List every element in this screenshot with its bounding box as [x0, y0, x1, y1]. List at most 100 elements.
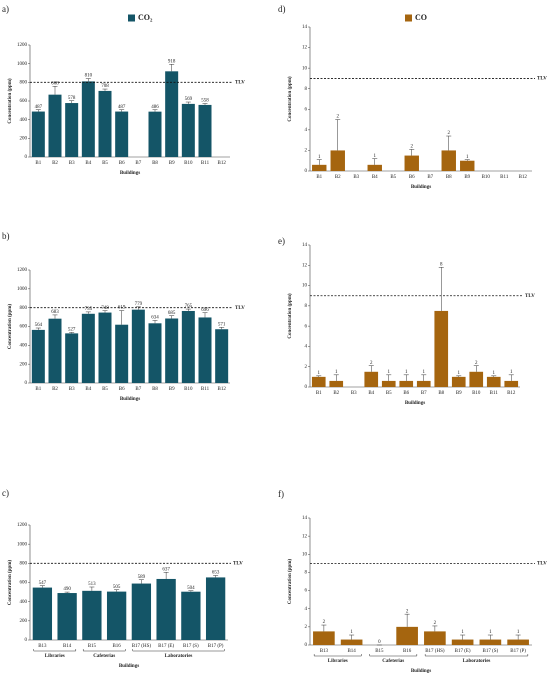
- x-tick-label: B1: [35, 387, 41, 392]
- bar: [81, 81, 95, 157]
- y-tick-label: 8: [305, 304, 308, 309]
- value-label: 708: [101, 84, 109, 89]
- value-label: 1: [318, 371, 321, 376]
- panel-label: b): [2, 231, 10, 241]
- x-tick-label: B7: [421, 391, 427, 396]
- x-tick-label: B3: [353, 175, 359, 180]
- x-tick-label: B4: [85, 161, 91, 166]
- y-axis-title: Concentration (ppm): [8, 304, 13, 349]
- y-tick-label: 2: [305, 365, 308, 370]
- value-label: 1: [423, 370, 426, 375]
- legend-label: CO: [415, 13, 427, 22]
- value-label: 8: [440, 262, 443, 267]
- y-tick-label: 1200: [17, 268, 28, 273]
- y-tick-label: 14: [302, 25, 308, 30]
- y-tick-label: 0: [25, 155, 28, 160]
- x-tick-label: B1: [35, 161, 41, 166]
- y-tick-label: 1000: [17, 62, 28, 67]
- bar: [82, 590, 102, 640]
- x-tick-label: B10: [184, 387, 193, 392]
- value-label: 0: [378, 640, 381, 645]
- x-tick-label: B4: [372, 175, 378, 180]
- bar: [198, 104, 212, 157]
- bar: [181, 103, 195, 157]
- bar: [312, 164, 327, 171]
- x-tick-label: B17 (HS): [425, 649, 445, 654]
- x-tick-label: B14: [63, 644, 72, 649]
- bar: [396, 626, 418, 645]
- x-tick-label: B12: [217, 161, 226, 166]
- bar: [31, 111, 45, 157]
- reference-label: TLV: [235, 80, 245, 85]
- value-label: 527: [68, 328, 76, 333]
- x-tick-label: B9: [169, 387, 175, 392]
- value-label: 2: [370, 361, 373, 366]
- bar: [31, 329, 45, 383]
- x-axis-title: Buildings: [120, 171, 140, 176]
- bar: [115, 324, 129, 383]
- y-tick-label: 4: [305, 607, 308, 612]
- value-label: 490: [63, 587, 71, 592]
- legend-swatch: [405, 14, 412, 22]
- x-tick-label: B2: [333, 391, 339, 396]
- x-tick-label: B8: [446, 175, 452, 180]
- group-label: Cafeterias: [382, 659, 404, 664]
- y-tick-label: 400: [20, 600, 28, 605]
- value-label: 1: [461, 630, 464, 635]
- x-tick-label: B7: [135, 161, 141, 166]
- x-tick-label: B13: [320, 649, 329, 654]
- x-tick-label: B14: [347, 649, 356, 654]
- value-label: 1: [374, 154, 377, 159]
- bar: [330, 150, 345, 171]
- x-tick-label: B8: [152, 387, 158, 392]
- x-tick-label: B3: [351, 391, 357, 396]
- value-label: 765: [185, 304, 193, 309]
- group-bracket: [313, 654, 362, 657]
- x-tick-label: B8: [152, 161, 158, 166]
- x-tick-label: B10: [184, 161, 193, 166]
- value-label: 513: [88, 582, 96, 587]
- x-tick-label: B17 (S): [183, 644, 199, 649]
- bar: [486, 376, 501, 387]
- value-label: 748: [101, 306, 109, 311]
- x-tick-label: B10: [482, 175, 491, 180]
- bar: [65, 333, 79, 383]
- value-label: 2: [406, 609, 409, 614]
- value-label: 1: [388, 370, 391, 375]
- y-tick-label: 10: [302, 552, 308, 557]
- y-tick-label: 2: [305, 149, 308, 154]
- bar: [424, 631, 446, 645]
- x-tick-label: B3: [69, 161, 75, 166]
- value-label: 619: [118, 306, 126, 311]
- y-axis-title: Concentration (ppm): [288, 76, 293, 121]
- x-tick-label: B7: [427, 175, 433, 180]
- value-label: 578: [68, 96, 76, 101]
- y-tick-label: 2: [305, 625, 308, 630]
- x-tick-label: B4: [85, 387, 91, 392]
- x-tick-label: B3: [69, 387, 75, 392]
- value-label: 1: [350, 630, 353, 635]
- group-label: Laboratories: [165, 654, 193, 659]
- y-tick-label: 4: [305, 128, 308, 133]
- x-tick-label: B2: [335, 175, 341, 180]
- bar: [131, 583, 152, 640]
- bar: [165, 318, 179, 383]
- bar: [399, 380, 414, 387]
- value-label: 569: [185, 97, 193, 102]
- x-tick-label: B15: [375, 649, 384, 654]
- bar: [57, 593, 77, 640]
- legend-label: CO₂: [138, 13, 153, 22]
- x-axis-title: Buildings: [120, 397, 140, 402]
- y-axis-title: Concentration (ppm): [288, 293, 293, 338]
- y-tick-label: 1200: [17, 523, 28, 528]
- bar: [48, 318, 62, 383]
- value-label: 2: [475, 361, 478, 366]
- value-label: 487: [118, 105, 126, 110]
- x-tick-label: B6: [409, 175, 415, 180]
- y-tick-label: 6: [305, 589, 308, 594]
- x-axis-title: Buildings: [119, 664, 139, 669]
- x-tick-label: B15: [88, 644, 97, 649]
- value-label: 2: [448, 131, 451, 136]
- x-tick-label: B1: [316, 391, 322, 396]
- bar: [367, 164, 382, 171]
